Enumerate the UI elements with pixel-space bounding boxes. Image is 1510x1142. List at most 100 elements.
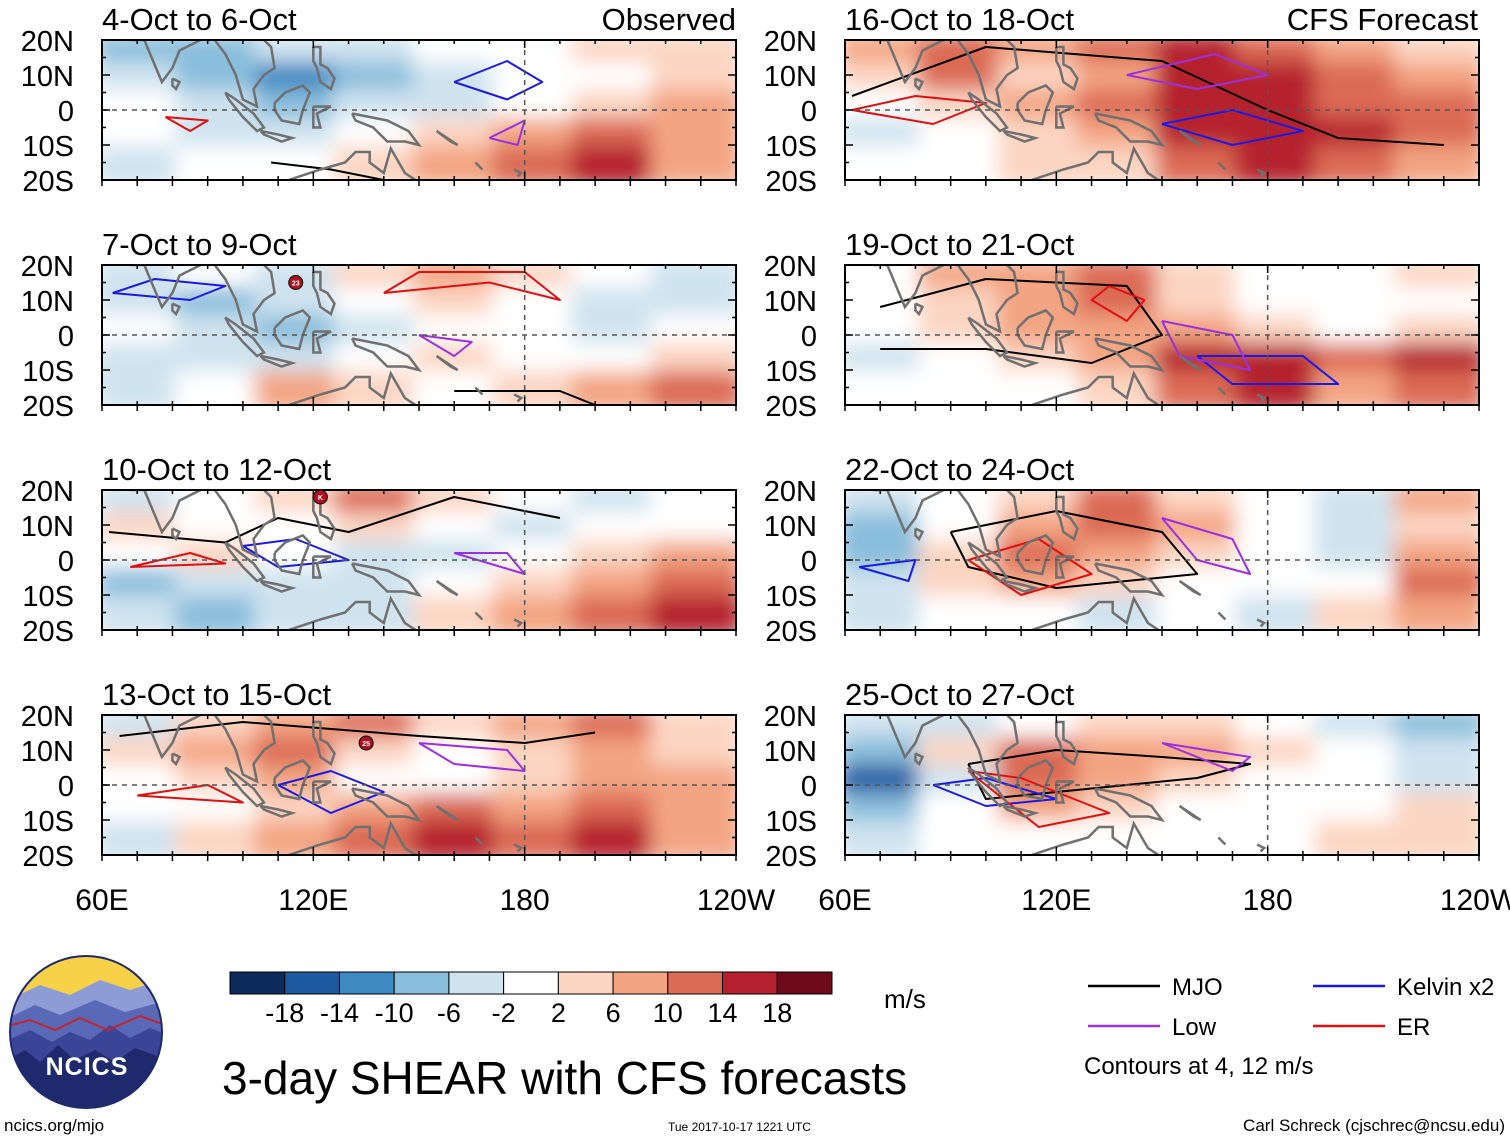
colorbar-swatch	[667, 971, 724, 995]
colorbar-swatch	[229, 971, 286, 995]
colorbar-swatch	[722, 971, 778, 995]
coastline	[312, 495, 336, 541]
coastline	[1256, 618, 1267, 628]
lat-tick-label: 0	[58, 96, 74, 128]
shading-cell	[254, 596, 346, 630]
colorbar-label: -18	[265, 998, 304, 1028]
shading-cell	[333, 596, 425, 630]
shading-cell	[1235, 596, 1327, 630]
contour-line	[858, 559, 917, 582]
coastline	[1217, 836, 1227, 846]
lat-tick-label: 20S	[765, 616, 817, 648]
shading-cell	[1076, 821, 1168, 855]
lat-tick-label: 20N	[764, 701, 817, 733]
colorbar-label: -6	[437, 998, 461, 1028]
contour-line	[1161, 742, 1252, 772]
footer-url[interactable]: ncics.org/mjo	[4, 1116, 104, 1135]
contour-line	[488, 119, 526, 146]
coastline	[513, 843, 524, 853]
lat-tick-label: 10S	[22, 131, 74, 163]
coastline	[1055, 780, 1075, 804]
lat-tick-label: 10N	[764, 61, 817, 93]
coastline	[1256, 393, 1267, 403]
shading-cell	[492, 371, 584, 405]
contour-line	[418, 742, 526, 772]
shading-cell	[102, 821, 188, 855]
coastline	[474, 386, 484, 396]
colorbar-swatch	[338, 971, 395, 995]
coastline	[1093, 787, 1166, 823]
lat-tick-label: 0	[801, 771, 817, 803]
panel-title: 16-Oct to 18-Oct	[845, 2, 1075, 37]
lon-tick-label: 180	[500, 884, 550, 917]
contour-line	[453, 60, 544, 101]
contour-line	[112, 278, 227, 301]
panel-title: 13-Oct to 15-Oct	[102, 677, 332, 712]
coastline	[288, 145, 417, 180]
coastline	[1055, 270, 1079, 316]
colorbar-label: 18	[762, 998, 792, 1028]
shading-cell	[175, 596, 267, 630]
lon-tick-label: 60E	[75, 884, 128, 917]
lat-tick-label: 10S	[765, 356, 817, 388]
coastline	[213, 490, 276, 559]
coastline	[224, 316, 266, 358]
shading-cell	[1076, 146, 1168, 180]
shading-cell	[650, 146, 736, 180]
contour-line	[454, 390, 596, 405]
coastline	[914, 302, 925, 317]
contour-line	[1161, 109, 1304, 146]
shading-cell	[413, 596, 505, 630]
colorbar-swatch	[503, 971, 559, 995]
colorbar: -18 -14 -10 -6 -2 2 6 10 14 18	[229, 971, 833, 1028]
contour-line	[1161, 517, 1252, 575]
shading-cell	[333, 821, 425, 855]
shading-cell	[918, 821, 1010, 855]
coastline	[1055, 45, 1079, 91]
colorbar-label: -10	[375, 998, 414, 1028]
coastline	[171, 77, 182, 92]
coastline	[1093, 562, 1166, 598]
shading-cell	[571, 371, 663, 405]
lat-tick-label: 20S	[765, 391, 817, 423]
shading-cell	[845, 821, 931, 855]
shading-cell	[175, 371, 267, 405]
shading-cell	[254, 371, 346, 405]
storm-marker: 25	[358, 735, 374, 751]
coastline	[967, 91, 1009, 133]
lon-tick-label: 120E	[1021, 884, 1091, 917]
shading-cell	[254, 821, 346, 855]
coastline	[914, 752, 925, 767]
coastline	[1217, 386, 1227, 396]
coastline	[288, 820, 417, 855]
colorbar-label: -14	[320, 998, 359, 1028]
coastline	[350, 787, 423, 823]
shading-cell	[102, 596, 188, 630]
lat-tick-label: 20S	[22, 841, 74, 873]
footer-credit: Carl Schreck (cjschrec@ncsu.edu)	[1243, 1116, 1505, 1135]
shading-cell	[492, 146, 584, 180]
contour-line	[137, 784, 244, 804]
coastline	[435, 579, 459, 597]
coastline	[513, 393, 524, 403]
shading-cell	[650, 371, 736, 405]
lat-tick-label: 20N	[764, 26, 817, 58]
shading-cell	[845, 371, 931, 405]
coastline	[312, 270, 336, 316]
contour-line	[129, 552, 227, 568]
coastline	[224, 541, 266, 583]
coastline	[313, 248, 320, 259]
shading-cell	[175, 821, 267, 855]
coastline	[1055, 105, 1075, 129]
coastline	[1256, 843, 1267, 853]
panel-title: 7-Oct to 9-Oct	[102, 227, 297, 262]
storm-marker: 23	[288, 275, 304, 290]
coastline	[312, 330, 332, 354]
coastline	[1178, 354, 1202, 372]
coastline	[313, 23, 320, 34]
coastline	[967, 316, 1009, 358]
shading-cell	[997, 146, 1089, 180]
shading-cell	[1156, 371, 1248, 405]
panel-title: 25-Oct to 27-Oct	[845, 677, 1075, 712]
